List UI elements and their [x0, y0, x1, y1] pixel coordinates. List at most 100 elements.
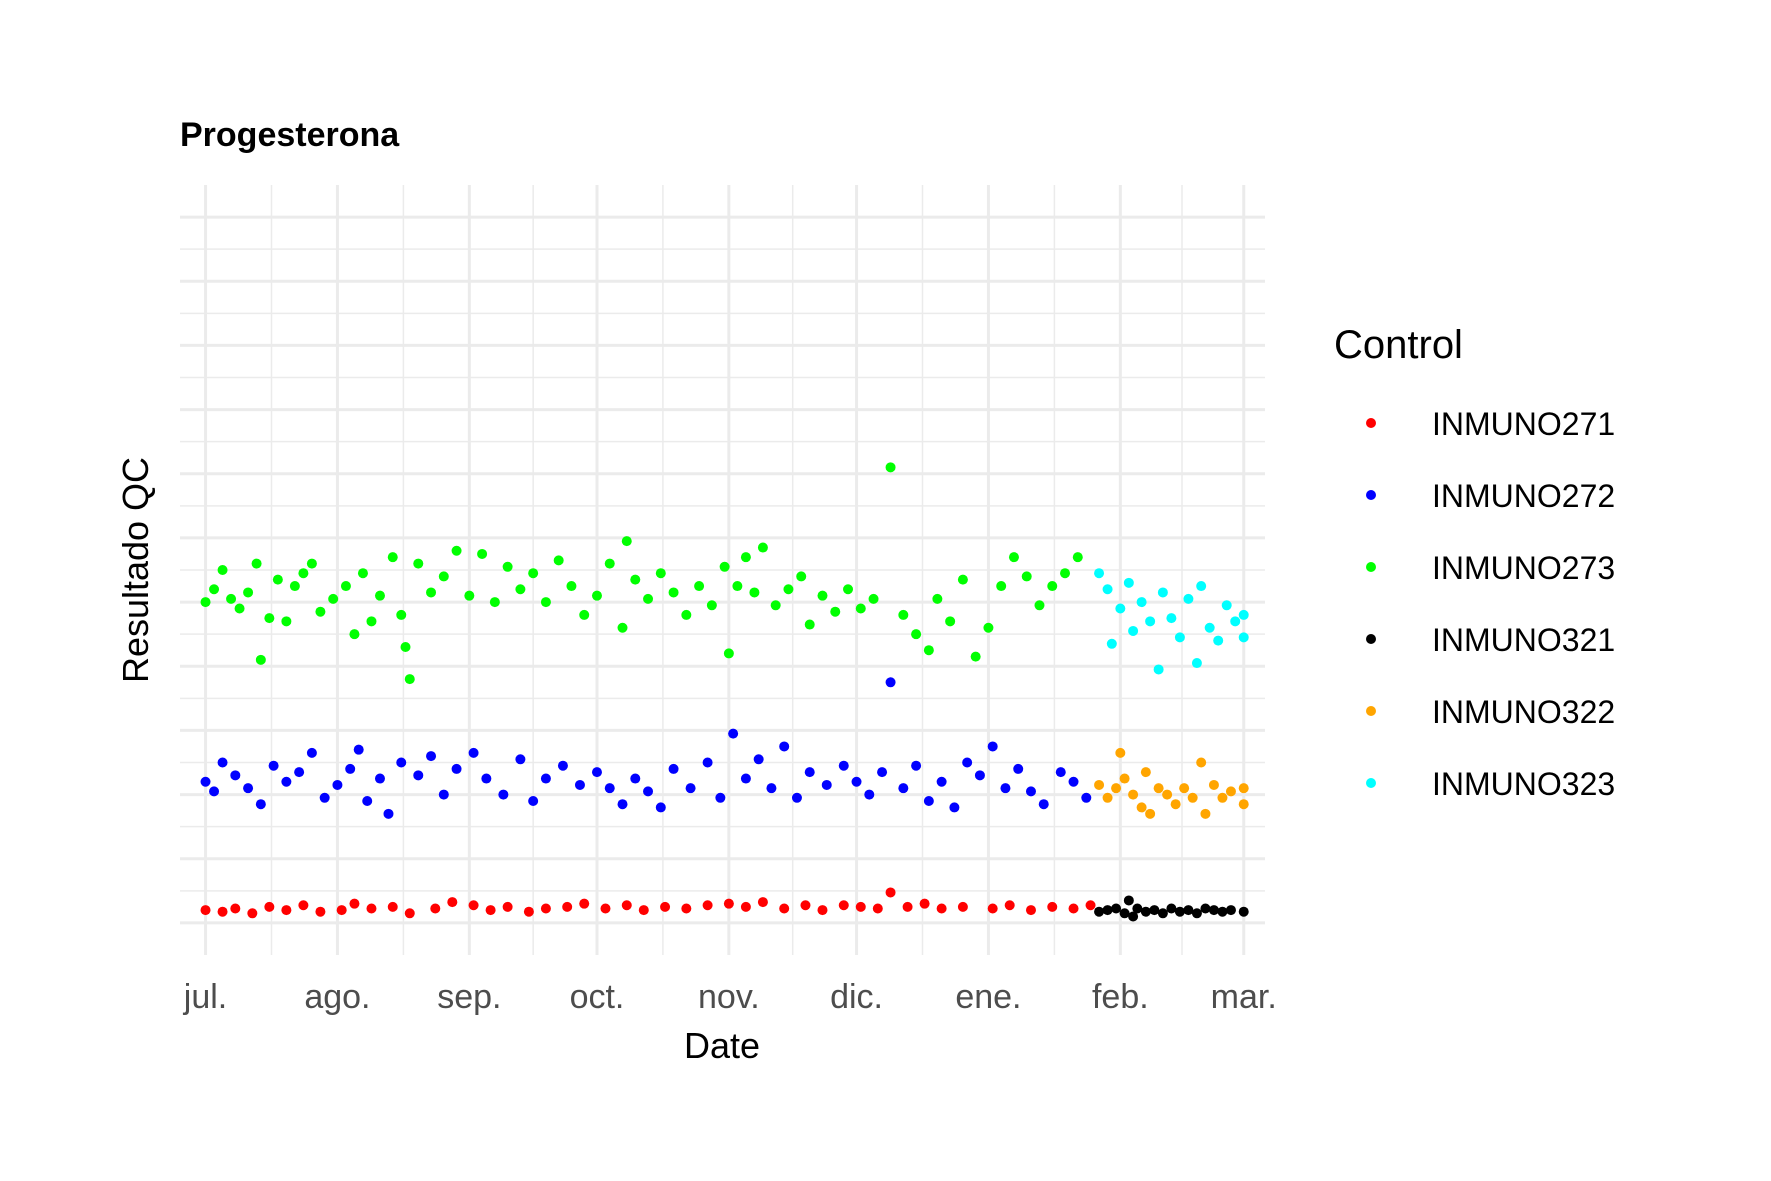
data-point [1200, 808, 1211, 819]
data-point [1047, 901, 1058, 912]
data-point [374, 773, 385, 784]
data-point [1191, 658, 1202, 669]
data-point [885, 462, 896, 473]
data-point [477, 548, 488, 559]
data-point [796, 571, 807, 582]
data-point [830, 606, 841, 617]
data-point [655, 802, 666, 813]
data-point [1004, 900, 1015, 911]
data-point [1238, 783, 1249, 794]
data-point [851, 776, 862, 787]
legend-key [1366, 706, 1376, 716]
data-point [740, 552, 751, 563]
data-point [430, 903, 441, 914]
data-point [740, 773, 751, 784]
data-point [1102, 792, 1113, 803]
data-point [1208, 779, 1219, 790]
legend-label: INMUNO321 [1432, 622, 1615, 658]
data-point [1166, 613, 1177, 624]
data-point [357, 568, 368, 579]
data-point [1115, 747, 1126, 758]
data-point [319, 792, 330, 803]
data-point [779, 903, 790, 914]
legend-key [1366, 778, 1376, 788]
data-point [706, 600, 717, 611]
data-point [817, 905, 828, 916]
data-point [817, 590, 828, 601]
data-point [255, 799, 266, 810]
data-point [970, 651, 981, 662]
data-point [502, 901, 513, 912]
data-point [349, 898, 360, 909]
data-point [553, 555, 564, 566]
data-point [1102, 905, 1113, 916]
data-point [540, 597, 551, 608]
data-point [1153, 783, 1164, 794]
data-point [1238, 632, 1249, 643]
data-point [528, 796, 539, 806]
data-point [1111, 783, 1122, 794]
data-point [400, 642, 411, 652]
data-point [226, 593, 237, 604]
data-point [362, 796, 373, 806]
data-point [591, 767, 602, 778]
data-point [1196, 757, 1207, 768]
data-point [366, 903, 377, 914]
data-point [1068, 903, 1079, 914]
data-point [247, 908, 258, 919]
data-point [949, 802, 960, 813]
data-point [932, 593, 943, 604]
data-point [230, 903, 241, 914]
data-point [885, 887, 896, 898]
legend-key [1366, 490, 1376, 500]
data-point [1145, 616, 1156, 627]
data-point [983, 622, 994, 633]
data-point [353, 744, 364, 755]
data-point [1136, 802, 1147, 813]
data-point [1119, 773, 1130, 784]
data-point [898, 609, 909, 620]
data-point [987, 903, 998, 914]
data-point [685, 783, 696, 794]
x-tick-label: ene. [955, 978, 1021, 1016]
legend-title: Control [1334, 323, 1463, 367]
data-point [638, 905, 649, 916]
data-point [885, 677, 896, 688]
data-point [243, 587, 254, 598]
data-point [234, 603, 245, 614]
data-point [1204, 622, 1215, 633]
data-point [723, 898, 734, 909]
data-point [366, 616, 377, 627]
data-point [306, 747, 317, 758]
series-inmuno272 [200, 677, 1092, 819]
data-point [200, 905, 211, 916]
data-point [1200, 903, 1211, 914]
series-inmuno273 [200, 462, 1083, 685]
chart-title: Progesterona [180, 116, 400, 154]
data-point [332, 779, 343, 790]
data-point [1208, 905, 1219, 916]
x-axis-title: Date [684, 1025, 760, 1066]
data-point [868, 593, 879, 604]
data-point [945, 616, 956, 627]
data-point [1145, 808, 1156, 819]
data-point [821, 779, 832, 790]
data-point [1149, 905, 1160, 916]
data-point [681, 903, 692, 914]
x-tick-label: dic. [830, 978, 883, 1016]
data-point [1025, 786, 1036, 797]
data-point [251, 558, 262, 569]
y-axis-title: Resultado QC [115, 457, 156, 683]
x-tick-label: mar. [1211, 978, 1277, 1016]
data-point [1213, 635, 1224, 646]
data-point [877, 767, 888, 778]
data-point [396, 609, 407, 620]
data-point [485, 905, 496, 916]
data-point [621, 900, 632, 911]
data-point [306, 558, 317, 569]
data-point [315, 606, 326, 617]
data-point [1123, 895, 1134, 906]
data-point [604, 783, 615, 794]
data-point [200, 776, 211, 787]
data-point [281, 776, 292, 787]
